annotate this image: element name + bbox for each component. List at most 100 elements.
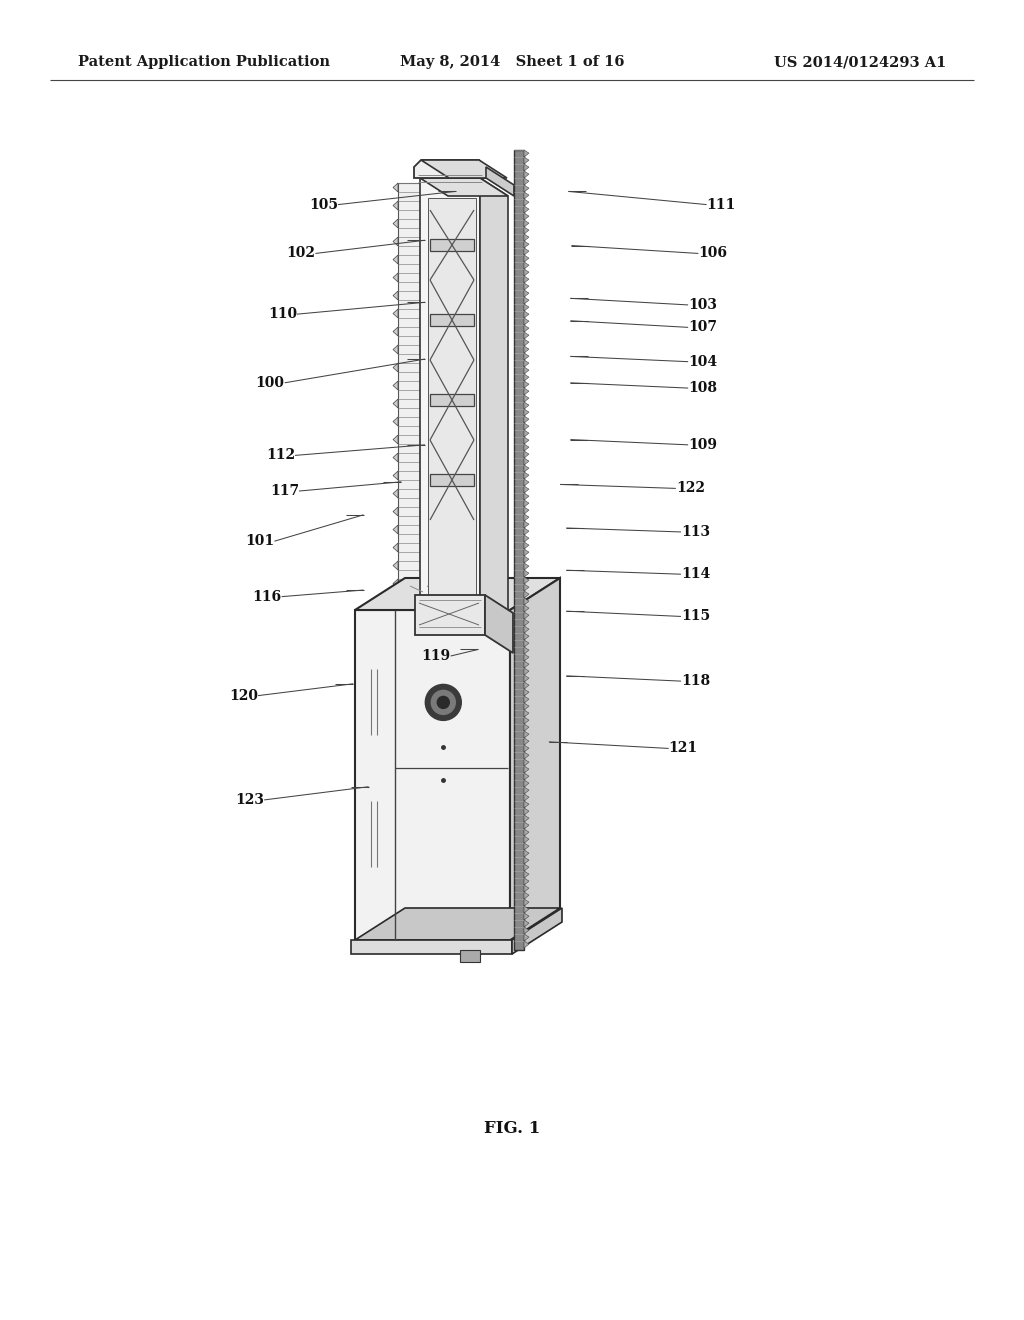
- Text: 103: 103: [688, 298, 717, 312]
- Polygon shape: [524, 731, 529, 738]
- Polygon shape: [524, 766, 529, 774]
- Polygon shape: [393, 345, 398, 354]
- Polygon shape: [524, 941, 529, 948]
- Polygon shape: [524, 500, 529, 507]
- Polygon shape: [524, 374, 529, 381]
- Polygon shape: [524, 704, 529, 710]
- Polygon shape: [393, 201, 398, 210]
- Polygon shape: [485, 595, 513, 653]
- Polygon shape: [524, 892, 529, 899]
- Text: 101: 101: [246, 535, 274, 548]
- Polygon shape: [393, 525, 398, 535]
- Polygon shape: [524, 647, 529, 653]
- Polygon shape: [524, 486, 529, 492]
- Polygon shape: [524, 352, 529, 360]
- Polygon shape: [430, 474, 474, 486]
- Text: 122: 122: [676, 482, 705, 495]
- Polygon shape: [524, 640, 529, 647]
- Polygon shape: [524, 444, 529, 451]
- Text: 118: 118: [681, 675, 710, 688]
- Polygon shape: [420, 178, 480, 620]
- Polygon shape: [430, 393, 474, 407]
- Polygon shape: [524, 653, 529, 661]
- Polygon shape: [514, 150, 524, 950]
- Polygon shape: [524, 191, 529, 199]
- Polygon shape: [524, 255, 529, 261]
- Polygon shape: [393, 471, 398, 480]
- Polygon shape: [524, 290, 529, 297]
- Text: 108: 108: [688, 381, 717, 395]
- Polygon shape: [524, 865, 529, 871]
- Polygon shape: [393, 561, 398, 570]
- Polygon shape: [524, 850, 529, 857]
- Polygon shape: [480, 178, 508, 638]
- Polygon shape: [524, 282, 529, 290]
- Polygon shape: [351, 940, 512, 954]
- Text: 121: 121: [669, 742, 697, 755]
- Polygon shape: [524, 884, 529, 892]
- Polygon shape: [524, 619, 529, 626]
- Polygon shape: [524, 717, 529, 723]
- Polygon shape: [524, 577, 529, 583]
- Polygon shape: [524, 689, 529, 696]
- Polygon shape: [393, 183, 398, 191]
- Polygon shape: [524, 549, 529, 556]
- Polygon shape: [524, 836, 529, 843]
- Polygon shape: [524, 787, 529, 795]
- Polygon shape: [393, 579, 398, 587]
- Text: 119: 119: [422, 649, 451, 663]
- Polygon shape: [524, 325, 529, 333]
- Polygon shape: [524, 409, 529, 416]
- Polygon shape: [524, 543, 529, 549]
- Polygon shape: [524, 591, 529, 598]
- Polygon shape: [524, 297, 529, 304]
- Polygon shape: [393, 273, 398, 282]
- Polygon shape: [524, 556, 529, 564]
- Polygon shape: [524, 535, 529, 543]
- Polygon shape: [524, 234, 529, 242]
- Polygon shape: [524, 312, 529, 318]
- Polygon shape: [524, 213, 529, 220]
- Polygon shape: [524, 479, 529, 486]
- Polygon shape: [524, 723, 529, 731]
- Polygon shape: [524, 710, 529, 717]
- Polygon shape: [524, 422, 529, 430]
- Text: 114: 114: [681, 568, 711, 581]
- Text: 115: 115: [681, 610, 710, 623]
- Polygon shape: [524, 430, 529, 437]
- Polygon shape: [524, 795, 529, 801]
- Text: 116: 116: [253, 590, 282, 603]
- Polygon shape: [524, 318, 529, 325]
- Polygon shape: [524, 752, 529, 759]
- Polygon shape: [524, 437, 529, 444]
- Circle shape: [431, 690, 456, 714]
- Polygon shape: [460, 950, 480, 962]
- Polygon shape: [524, 675, 529, 682]
- Polygon shape: [524, 668, 529, 675]
- Polygon shape: [524, 843, 529, 850]
- Polygon shape: [524, 814, 529, 822]
- Polygon shape: [524, 220, 529, 227]
- Polygon shape: [393, 363, 398, 372]
- Polygon shape: [524, 774, 529, 780]
- Text: 105: 105: [309, 198, 338, 211]
- Polygon shape: [524, 564, 529, 570]
- Text: 106: 106: [698, 247, 727, 260]
- Polygon shape: [524, 626, 529, 634]
- Polygon shape: [524, 661, 529, 668]
- Polygon shape: [524, 528, 529, 535]
- Polygon shape: [524, 857, 529, 865]
- Polygon shape: [524, 157, 529, 164]
- Circle shape: [425, 684, 461, 721]
- Polygon shape: [524, 269, 529, 276]
- Polygon shape: [486, 168, 514, 195]
- Polygon shape: [393, 453, 398, 462]
- Polygon shape: [393, 597, 398, 606]
- Text: Patent Application Publication: Patent Application Publication: [78, 55, 330, 69]
- Text: 117: 117: [270, 484, 299, 498]
- Polygon shape: [524, 227, 529, 234]
- Polygon shape: [524, 605, 529, 612]
- Polygon shape: [524, 451, 529, 458]
- Polygon shape: [393, 507, 398, 516]
- Polygon shape: [512, 908, 562, 954]
